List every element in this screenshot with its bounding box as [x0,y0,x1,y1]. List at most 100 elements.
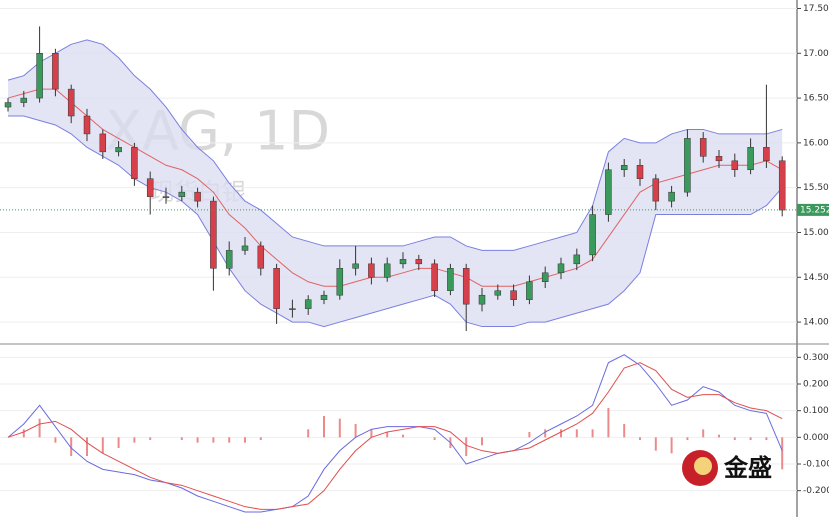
histogram-bar [228,437,231,443]
candle-body [162,196,170,198]
histogram-bar [180,437,183,440]
y-tick-label: 14.000 [803,318,829,328]
histogram-bar [749,437,752,440]
candle-body [668,191,675,202]
candle-body [747,147,754,171]
candle-body [67,88,75,117]
histogram-bar [654,437,657,451]
histogram-bar [323,416,325,438]
y-tick-label: 15.000 [803,228,829,238]
candle-body [589,214,596,256]
histogram-bar [338,418,341,438]
candle-body [763,147,770,162]
histogram-bar [528,432,531,438]
histogram-bar [607,408,610,438]
histogram-bar [560,429,562,438]
candle-body [415,259,423,265]
candle-body [368,263,375,278]
logo: 金盛 [682,450,772,486]
candle-body [526,281,533,300]
candle-body [778,160,786,211]
histogram-bar [244,437,246,443]
candle-body [4,102,12,108]
candle-body [289,308,296,310]
histogram-bar [101,437,104,454]
candle-body [731,160,739,171]
y-tick-label: 15.500 [803,183,829,193]
histogram-bar [54,437,57,443]
logo-coin [694,457,712,475]
histogram-bar [781,437,784,470]
candle-body [652,178,660,202]
histogram-bar [623,424,626,438]
candle-body [83,115,91,135]
y-tick-label: 14.500 [803,273,829,283]
histogram-bar [386,432,389,438]
histogram-bar [433,437,436,440]
y-tick-label: 17.000 [803,49,829,59]
candle-body [210,200,217,269]
histogram-bar [718,434,720,438]
histogram-bar [117,437,120,448]
histogram-bar [149,437,152,440]
histogram-bar [765,437,768,440]
candle-body [447,268,454,291]
candle-body [304,299,312,309]
candle-body [431,263,438,291]
candle-body [36,53,43,99]
histogram-bar [575,429,578,438]
histogram-bar [307,429,310,438]
histogram-bar [686,437,689,440]
candle-body [194,191,201,202]
candle-body [115,147,122,153]
candle-body [273,268,280,309]
band-fill [8,39,783,327]
candle-body [557,263,565,274]
candle-body [99,133,107,153]
candle-body [352,263,359,269]
macd-line [7,354,783,513]
candle-body [620,165,628,171]
candle-body [52,53,59,90]
histogram-bar [354,424,357,438]
histogram-bar [70,437,73,456]
histogram-bar [196,437,199,443]
candle-body [178,191,186,197]
histogram-bar [259,437,262,440]
candle-body [383,263,391,278]
candle-body [336,268,344,296]
histogram-bar [639,437,641,440]
candle-body [478,294,486,305]
band-line [8,115,783,328]
candle-body [257,245,265,269]
histogram-bar [702,429,705,438]
last-price-box [797,203,829,216]
candle-body [715,156,723,162]
y-tick-label: 16.000 [803,138,829,148]
candle-body [131,147,138,179]
candle-body [399,259,407,265]
candle-body [605,169,612,215]
candle-body [225,250,233,269]
histogram-bar [370,429,373,438]
candle-body [684,138,691,193]
candle-body [20,97,28,103]
histogram-bar [544,429,547,438]
histogram-bar [670,437,673,454]
histogram-bar [481,437,483,446]
band-line [7,39,783,251]
last-price-label: 15.252 [800,205,829,215]
candle-body [510,290,517,300]
candle-body [573,254,581,265]
candle-body [462,268,470,305]
histogram-bar [402,434,404,438]
histogram-bar [86,437,88,456]
histogram-bar [465,437,468,456]
candle-body [541,272,549,283]
candle-body [320,294,328,300]
